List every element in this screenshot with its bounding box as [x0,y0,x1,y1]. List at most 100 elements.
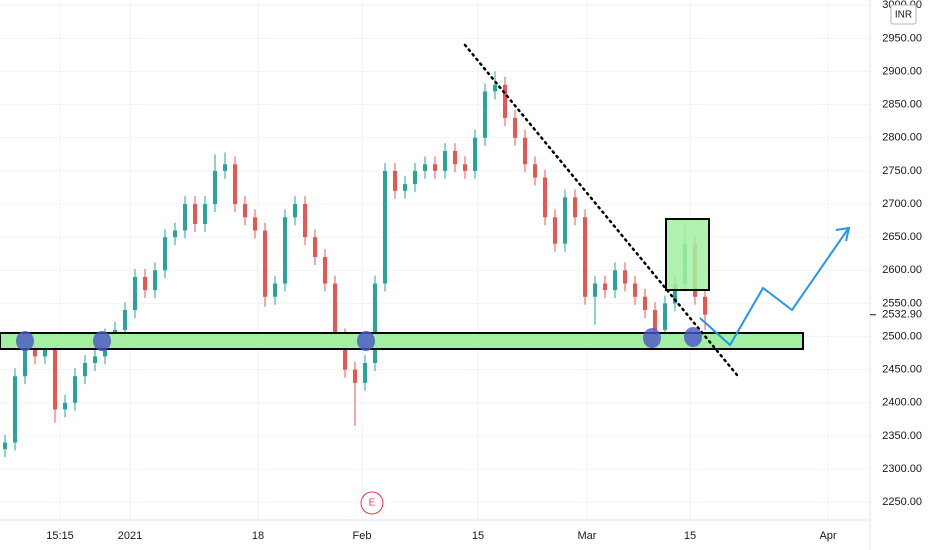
candle [263,222,267,307]
candle [143,268,147,299]
candle [643,288,647,318]
candle [123,302,127,338]
candle-body [613,270,617,291]
y-tick-label: 2650.00 [882,231,922,243]
candle [183,196,187,239]
candle-body [563,197,567,244]
candle-body [183,204,187,231]
candle [153,262,157,299]
candle-body [53,349,57,410]
candle-body [633,283,637,297]
candle-body [473,137,477,171]
candle-body [433,164,437,171]
touch-point [684,327,702,347]
candle-body [363,363,367,383]
x-tick-label: 15:15 [46,530,74,542]
candle-body [123,310,127,330]
candle [613,262,617,299]
y-tick-label: 2350.00 [882,430,922,442]
x-tick-label: 18 [252,530,264,542]
candle-body [453,151,457,165]
candle-body [263,230,267,297]
y-tick-label: 2900.00 [882,65,922,77]
candle-body [423,164,427,171]
touch-point [643,328,661,348]
candle-body [653,310,657,330]
candle [213,154,217,212]
candle [563,189,567,252]
candle-body [3,442,7,450]
candle [83,355,87,385]
candle [523,129,527,173]
breakout-box [665,218,710,291]
touch-point [357,331,375,351]
currency-label: INR [895,10,912,21]
candle-body [543,177,547,218]
candle [383,162,387,292]
candle [483,83,487,146]
candle-body [143,276,147,291]
candle [573,189,577,226]
x-tick-label: 2021 [118,530,142,542]
candle-body [503,84,507,118]
projection [699,228,849,347]
candle-body [23,343,27,377]
touch-point [93,331,111,351]
candle-body [283,217,287,284]
candle [393,162,397,199]
x-tick-label: Mar [578,530,597,542]
candle [13,368,17,451]
x-tick-label: Feb [353,530,372,542]
candle [3,434,7,458]
candle [163,229,167,279]
candle-body [583,217,587,297]
candle [513,109,517,146]
candle-body [193,204,197,224]
candle [193,196,197,232]
x-tick-label: 15 [684,530,696,542]
candle [273,275,277,305]
candle [553,209,557,252]
candle [133,268,137,318]
candle [293,196,297,226]
candle [443,143,447,179]
candle [63,394,67,418]
last-price-label: 2532.90 [882,309,922,321]
y-tick-label: 2550.00 [882,297,922,309]
candle [363,355,367,391]
x-tick-label: Apr [819,530,836,542]
candle [453,143,457,173]
candle-body [13,376,17,443]
candle [423,156,427,179]
candle [593,275,597,325]
candle-body [603,283,607,291]
candle-body [223,164,227,171]
candle-body [703,296,707,315]
candle [623,262,627,292]
earnings-marker[interactable] [360,491,384,515]
candle-body [623,270,627,284]
currency-box[interactable] [890,4,917,25]
candle-body [43,349,47,357]
candle-body [593,283,597,297]
y-tick-label: 2250.00 [882,496,922,508]
candle [93,348,97,371]
candle-body [673,283,677,304]
y-tick-label: 2800.00 [882,132,922,144]
candle [413,162,417,193]
candle-body [203,204,207,224]
y-tick-label: 2500.00 [882,330,922,342]
candle-body [353,369,357,383]
candle-body [523,137,527,165]
earnings-label: E [369,498,376,509]
candle [303,196,307,246]
candle [313,229,317,265]
candle-body [163,237,167,271]
candle-body [63,402,67,410]
candle [223,152,227,179]
candle-body [533,164,537,178]
candle-body [663,303,667,330]
candle-body [313,237,317,258]
candle-body [303,204,307,238]
